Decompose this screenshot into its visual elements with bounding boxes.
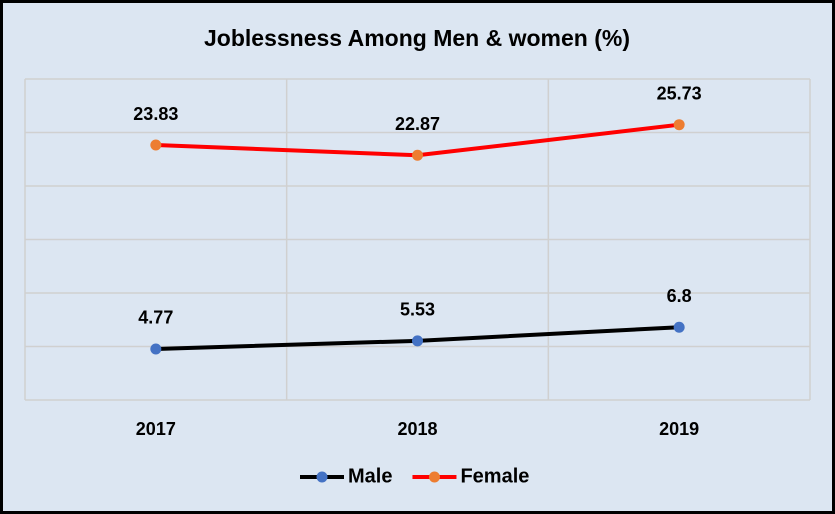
data-point <box>673 119 685 131</box>
data-point <box>673 321 685 333</box>
data-point <box>150 139 162 151</box>
data-label: 25.73 <box>657 83 702 103</box>
x-tick-label: 2019 <box>659 419 699 439</box>
data-label: 4.77 <box>138 308 173 328</box>
data-point <box>412 335 423 347</box>
legend-marker <box>428 471 440 483</box>
x-tick-label: 2017 <box>136 419 176 439</box>
data-label: 23.83 <box>133 104 178 124</box>
x-tick-label: 2018 <box>397 419 437 439</box>
legend-label: Male <box>348 465 392 487</box>
legend-label: Female <box>460 465 529 487</box>
legend-marker <box>316 471 328 483</box>
data-label: 6.8 <box>667 286 692 306</box>
chart-title: Joblessness Among Men & women (%) <box>204 25 630 51</box>
data-point <box>150 343 162 355</box>
data-point <box>412 149 423 161</box>
data-label: 22.87 <box>395 114 440 134</box>
data-label: 5.53 <box>400 300 435 320</box>
